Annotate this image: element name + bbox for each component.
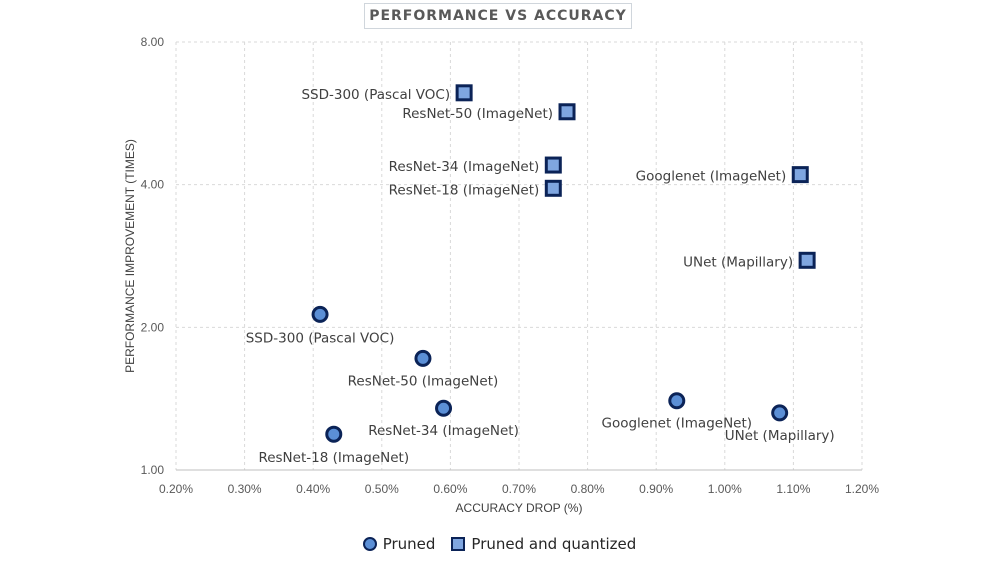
x-tick-label: 0.60%	[433, 482, 467, 496]
legend-item-pruned: Pruned	[362, 535, 436, 553]
x-tick-label: 0.90%	[639, 482, 673, 496]
x-tick-label: 0.40%	[296, 482, 330, 496]
data-point-pruned	[311, 305, 329, 323]
data-point-pruned-quantized	[798, 251, 816, 269]
data-label: ResNet-50 (ImageNet)	[348, 373, 499, 389]
x-tick-label: 0.80%	[571, 482, 605, 496]
data-point-pruned-quantized	[791, 166, 809, 184]
x-tick-label: 1.20%	[845, 482, 879, 496]
legend-label-pruned-quantized: Pruned and quantized	[471, 535, 637, 553]
data-label: ResNet-18 (ImageNet)	[389, 182, 540, 198]
data-point-pruned	[668, 392, 686, 410]
y-tick-label: 4.00	[141, 178, 165, 192]
data-label: Googlenet (ImageNet)	[601, 416, 752, 432]
x-axis-title: ACCURACY DROP (%)	[456, 501, 583, 515]
data-label: UNet (Mapillary)	[683, 254, 793, 270]
data-point-pruned	[414, 349, 432, 367]
x-tick-label: 0.20%	[159, 482, 193, 496]
data-label: ResNet-34 (ImageNet)	[368, 423, 519, 439]
x-tick-label: 0.70%	[502, 482, 536, 496]
data-point-pruned	[771, 404, 789, 422]
chart-title-box: PERFORMANCE VS ACCURACY	[364, 3, 632, 29]
data-point-pruned-quantized	[455, 84, 473, 102]
legend: Pruned Pruned and quantized	[0, 535, 999, 553]
legend-square-marker	[451, 537, 466, 551]
chart-title: PERFORMANCE VS ACCURACY	[369, 8, 627, 24]
legend-label-pruned: Pruned	[382, 535, 436, 553]
data-point-pruned-quantized	[558, 103, 576, 121]
data-label: SSD-300 (Pascal VOC)	[246, 330, 395, 346]
x-tick-label: 1.00%	[708, 482, 742, 496]
data-point-pruned-quantized	[544, 156, 562, 174]
data-label: UNet (Mapillary)	[725, 428, 835, 444]
y-axis-title: PERFORMANCE IMPROVEMENT (TIMES)	[123, 139, 137, 373]
x-tick-label: 0.30%	[228, 482, 262, 496]
x-tick-label: 0.50%	[365, 482, 399, 496]
data-point-pruned-quantized	[544, 179, 562, 197]
y-tick-label: 8.00	[141, 35, 165, 49]
y-tick-label: 1.00	[141, 463, 165, 477]
data-label: SSD-300 (Pascal VOC)	[301, 87, 450, 103]
y-tick-label: 2.00	[141, 320, 165, 334]
data-point-pruned	[435, 399, 453, 417]
data-label: ResNet-34 (ImageNet)	[389, 159, 540, 175]
data-label: Googlenet (ImageNet)	[636, 169, 787, 185]
data-label: ResNet-50 (ImageNet)	[402, 106, 553, 122]
legend-item-pruned-quantized: Pruned and quantized	[451, 535, 636, 553]
data-label: ResNet-18 (ImageNet)	[258, 450, 409, 466]
legend-circle-marker	[362, 537, 377, 551]
x-tick-label: 1.10%	[776, 482, 810, 496]
data-point-pruned	[325, 425, 343, 443]
